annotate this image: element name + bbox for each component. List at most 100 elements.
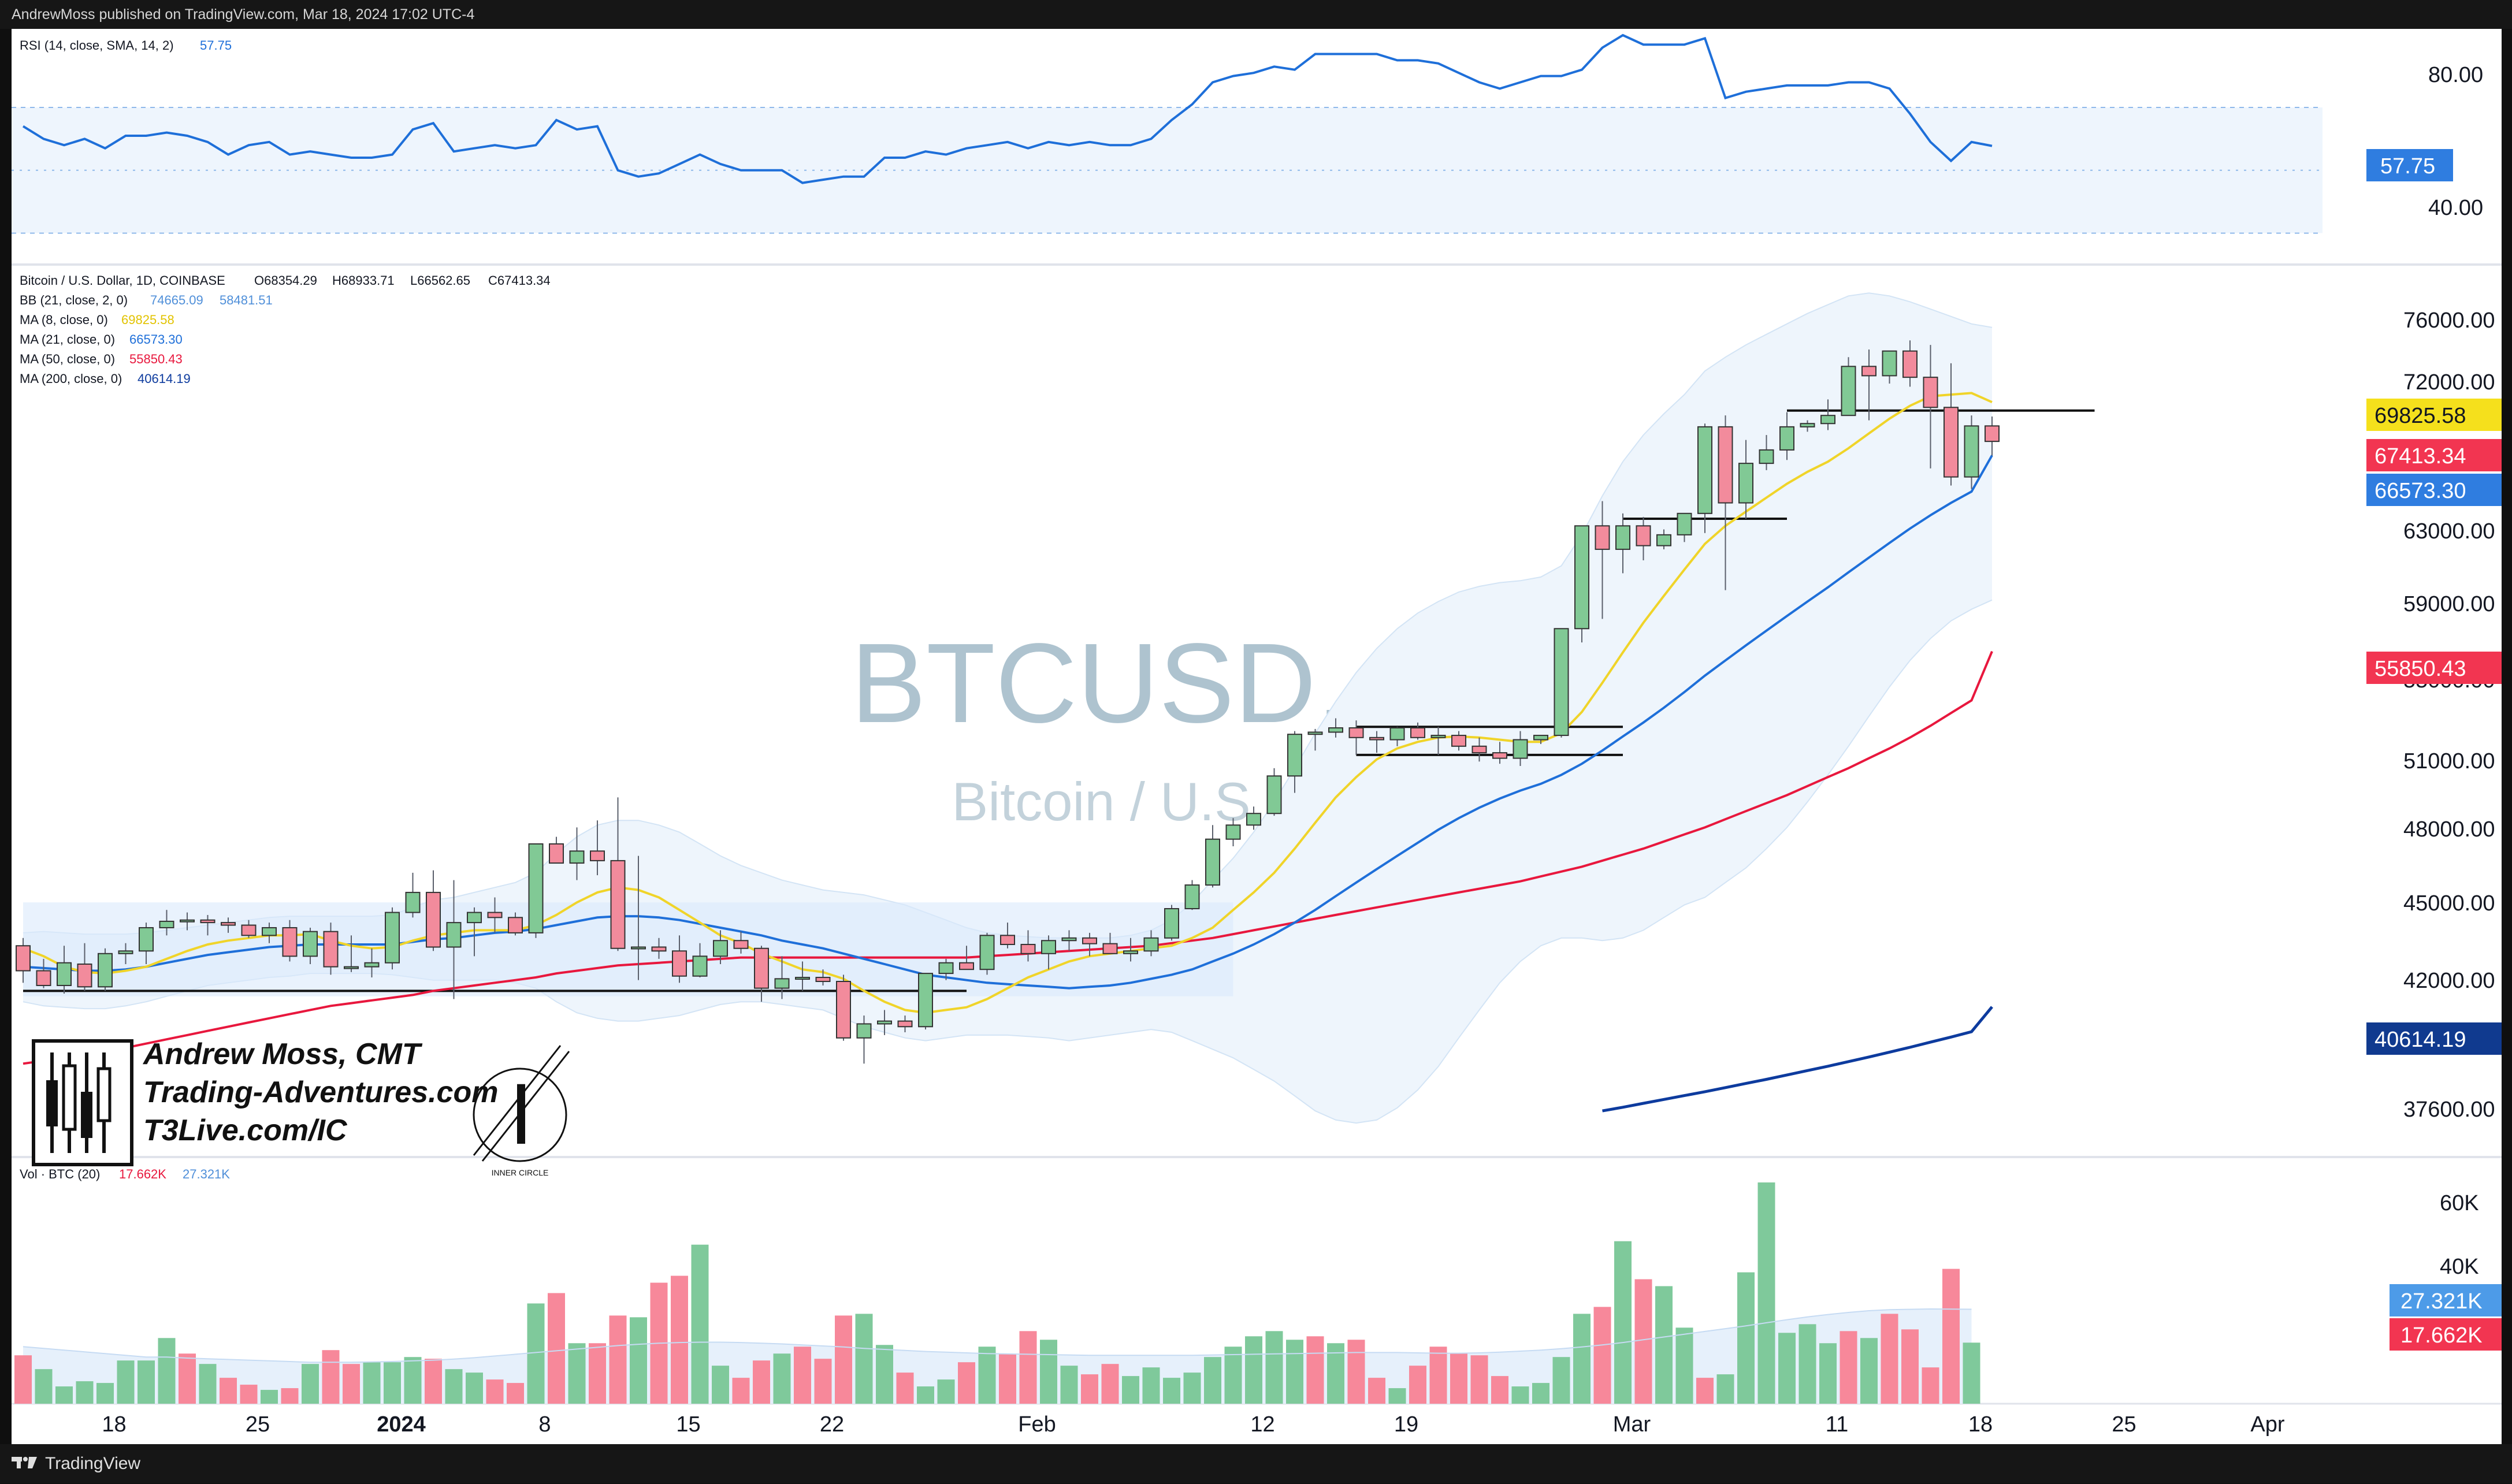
candle-body (241, 924, 257, 936)
candle-body (1697, 426, 1712, 514)
volume-bar (384, 1362, 401, 1404)
candle (118, 943, 133, 965)
x-tick-label: 19 (1394, 1412, 1418, 1437)
volume-bar (1778, 1333, 1796, 1404)
signature-site-2: T3Live.com/IC (143, 1114, 348, 1147)
candle (405, 872, 421, 918)
candle-body (180, 919, 195, 923)
volume-bar (753, 1360, 770, 1404)
candle (1246, 806, 1261, 830)
candle (1759, 435, 1774, 470)
candle-body (16, 945, 31, 972)
volume-bar (1737, 1272, 1755, 1404)
candle (16, 938, 31, 983)
candle (1451, 731, 1466, 751)
chart-frame[interactable]: BTCUSD, 1D Bitcoin / U.S. Dollar RSI (14… (12, 29, 2502, 1444)
volume-bar (261, 1390, 278, 1404)
volume-bar (937, 1379, 955, 1404)
publish-bar: AndrewMoss published on TradingView.com,… (0, 0, 2512, 29)
candle-body (77, 964, 92, 988)
x-tick-label: Mar (1613, 1412, 1651, 1437)
volume-bar (1716, 1374, 1734, 1404)
candle (897, 1016, 913, 1032)
candle-body (159, 920, 174, 928)
volume-bar (1675, 1327, 1693, 1404)
candle-body (139, 927, 154, 952)
candle-body (754, 947, 769, 989)
candle (692, 943, 708, 978)
candle-body (200, 919, 215, 924)
candle (713, 930, 728, 965)
candle (1697, 423, 1712, 533)
volume-bar (876, 1345, 893, 1404)
candle (57, 946, 72, 994)
ma8-last-label: 69825.58 (2366, 399, 2502, 431)
candle (877, 1010, 892, 1035)
candle (979, 932, 995, 975)
candle-body (672, 950, 687, 977)
volume-bar (302, 1364, 319, 1404)
volume-bar (732, 1378, 750, 1404)
candle (1348, 720, 1364, 755)
footer-brand: TradingView (45, 1454, 141, 1473)
candle-body (1738, 463, 1753, 504)
candle (1820, 399, 1835, 430)
candle-body (1184, 884, 1200, 910)
volume-bar (466, 1373, 483, 1404)
signature-site-1: Trading-Adventures.com (143, 1076, 498, 1109)
volume-bar (1942, 1269, 1960, 1404)
x-tick-label: 8 (538, 1412, 551, 1437)
candle-body (221, 922, 236, 926)
ma50-line (23, 650, 1993, 1065)
candle-body (1923, 377, 1938, 408)
candle-body (467, 912, 482, 924)
x-tick-label: 11 (1826, 1412, 1848, 1437)
candle (1102, 932, 1118, 954)
ma200-last-label: 40614.19 (2366, 1022, 2502, 1055)
close-last-label-text: 67413.34 (2374, 444, 2466, 468)
candle-body (733, 940, 749, 949)
volume-bar (630, 1317, 647, 1404)
svg-text:I: I (509, 1065, 533, 1162)
volume-bar (1019, 1331, 1037, 1404)
ma50-last-label-text: 55850.43 (2374, 657, 2466, 681)
price-plot (16, 292, 2095, 1124)
price-legend-title: Bitcoin / U.S. Dollar, 1D, COINBASE (20, 273, 225, 288)
price-tick-42000: 42000.00 (2403, 969, 2495, 993)
candle-body (344, 966, 359, 969)
candle (200, 914, 215, 936)
candle (364, 948, 380, 978)
candle-body (282, 927, 298, 957)
candle-body (1143, 937, 1159, 952)
candle-body (1348, 727, 1364, 738)
volume-tick-40k: 40K (2440, 1255, 2479, 1279)
candle (1595, 501, 1610, 619)
volume-bar (794, 1347, 811, 1404)
price-legend-close: C67413.34 (488, 273, 551, 288)
volume-bar (1470, 1355, 1488, 1404)
x-tick-label: 18 (102, 1412, 126, 1437)
candle (1554, 628, 1569, 738)
ma200-legend-label: MA (200, close, 0) (20, 371, 122, 386)
price-tick-63000: 63000.00 (2403, 519, 2495, 544)
candle (836, 975, 851, 1041)
candle (1000, 923, 1015, 949)
candle-body (405, 891, 421, 913)
candle (221, 917, 236, 933)
inner-circle-logo: I INNER CIRCLE (473, 1045, 570, 1177)
candle (1123, 938, 1138, 962)
volume-bar (1614, 1241, 1632, 1404)
volume-ma-last-label-text: 27.321K (2400, 1289, 2483, 1314)
candle (1861, 349, 1876, 421)
candle-body (1164, 908, 1179, 939)
candle (139, 923, 154, 965)
chart-svg[interactable]: BTCUSD, 1D Bitcoin / U.S. Dollar RSI (14… (12, 29, 2502, 1444)
candle-body (631, 946, 646, 950)
ma200-legend-value: 40614.19 (138, 371, 191, 386)
candle-body (1389, 727, 1405, 741)
close-last-label-bg (2366, 439, 2502, 471)
candle-body (1820, 415, 1835, 425)
price-tick-59000: 59000.00 (2403, 592, 2495, 616)
volume-bar (179, 1353, 196, 1404)
candle (1902, 340, 1918, 387)
